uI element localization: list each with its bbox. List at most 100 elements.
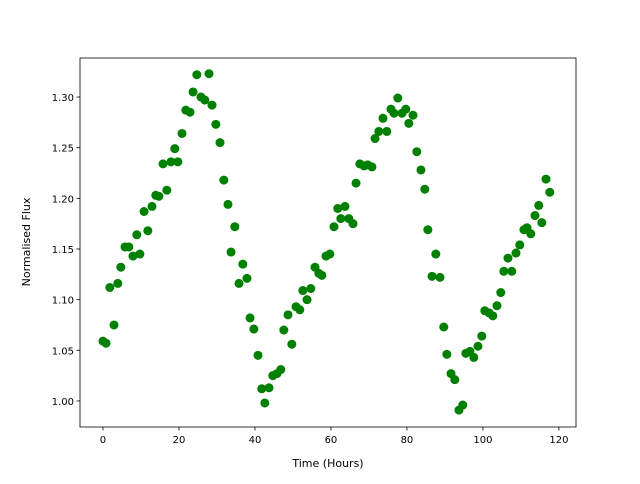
point bbox=[105, 282, 115, 292]
point bbox=[336, 214, 346, 224]
point bbox=[537, 218, 547, 228]
point bbox=[295, 305, 305, 315]
point bbox=[503, 253, 513, 263]
point bbox=[185, 107, 195, 117]
x-tick-label: 60 bbox=[325, 435, 338, 446]
x-tick-label: 40 bbox=[249, 435, 262, 446]
point bbox=[215, 138, 225, 148]
point bbox=[423, 225, 433, 235]
point bbox=[348, 219, 358, 229]
point bbox=[283, 310, 293, 320]
x-axis-label: Time (Hours) bbox=[291, 457, 363, 470]
x-tick-label: 120 bbox=[549, 435, 568, 446]
y-axis-label: Normalised Flux bbox=[20, 197, 33, 286]
x-tick-label: 80 bbox=[401, 435, 414, 446]
point bbox=[404, 118, 414, 128]
point bbox=[154, 191, 164, 201]
point bbox=[325, 249, 335, 259]
point bbox=[496, 288, 506, 298]
point bbox=[135, 249, 145, 259]
y-tick-label: 1.25 bbox=[52, 144, 74, 155]
point bbox=[166, 157, 176, 167]
point bbox=[287, 339, 297, 349]
point bbox=[515, 240, 525, 250]
y-tick-label: 1.05 bbox=[52, 346, 74, 357]
point bbox=[242, 273, 252, 283]
point bbox=[450, 375, 460, 385]
x-tick-label: 20 bbox=[173, 435, 186, 446]
point bbox=[128, 251, 138, 261]
point bbox=[139, 206, 149, 216]
point bbox=[412, 147, 422, 157]
point bbox=[204, 69, 214, 79]
point bbox=[367, 162, 377, 172]
point bbox=[393, 93, 403, 103]
point bbox=[351, 178, 361, 188]
point bbox=[192, 70, 202, 80]
point bbox=[477, 331, 487, 341]
point bbox=[340, 201, 350, 211]
point bbox=[378, 113, 388, 123]
point bbox=[298, 286, 308, 296]
point bbox=[306, 283, 316, 293]
point bbox=[374, 126, 384, 136]
point bbox=[511, 248, 521, 258]
y-tick-label: 1.30 bbox=[52, 93, 74, 104]
point bbox=[408, 110, 418, 120]
point bbox=[507, 266, 517, 276]
point bbox=[143, 226, 153, 236]
y-tick-label: 1.15 bbox=[52, 245, 74, 256]
point bbox=[276, 365, 286, 375]
point bbox=[427, 271, 437, 281]
point bbox=[211, 119, 221, 129]
point bbox=[113, 278, 123, 288]
y-tick-label: 1.20 bbox=[52, 194, 74, 205]
point bbox=[249, 324, 259, 334]
point bbox=[162, 185, 172, 195]
point bbox=[147, 201, 157, 211]
point bbox=[219, 175, 229, 185]
point bbox=[370, 134, 380, 144]
point bbox=[499, 266, 509, 276]
x-tick-label: 100 bbox=[473, 435, 492, 446]
point bbox=[207, 100, 217, 110]
point bbox=[279, 325, 289, 335]
point bbox=[177, 128, 187, 138]
point bbox=[223, 199, 233, 209]
point bbox=[541, 174, 551, 184]
y-tick-label: 1.10 bbox=[52, 296, 74, 307]
point bbox=[200, 95, 210, 105]
point bbox=[226, 247, 236, 257]
point bbox=[158, 159, 168, 169]
point bbox=[545, 187, 555, 197]
point bbox=[317, 270, 327, 280]
point bbox=[458, 400, 468, 410]
point bbox=[101, 338, 111, 348]
point bbox=[469, 352, 479, 362]
point bbox=[116, 262, 126, 272]
point bbox=[253, 350, 263, 360]
point bbox=[442, 349, 452, 359]
point bbox=[329, 222, 339, 232]
point bbox=[473, 341, 483, 351]
point bbox=[230, 222, 240, 232]
plot-frame bbox=[79, 57, 577, 428]
point bbox=[333, 203, 343, 213]
point bbox=[238, 259, 248, 269]
point bbox=[382, 126, 392, 136]
point bbox=[132, 230, 142, 240]
point bbox=[431, 249, 441, 259]
point bbox=[420, 184, 430, 194]
point bbox=[302, 295, 312, 305]
point bbox=[109, 320, 119, 330]
point bbox=[492, 301, 502, 311]
point bbox=[260, 398, 270, 408]
point bbox=[530, 211, 540, 221]
point bbox=[435, 272, 445, 282]
point bbox=[245, 313, 255, 323]
x-tick-label: 0 bbox=[100, 435, 106, 446]
point bbox=[173, 157, 183, 167]
